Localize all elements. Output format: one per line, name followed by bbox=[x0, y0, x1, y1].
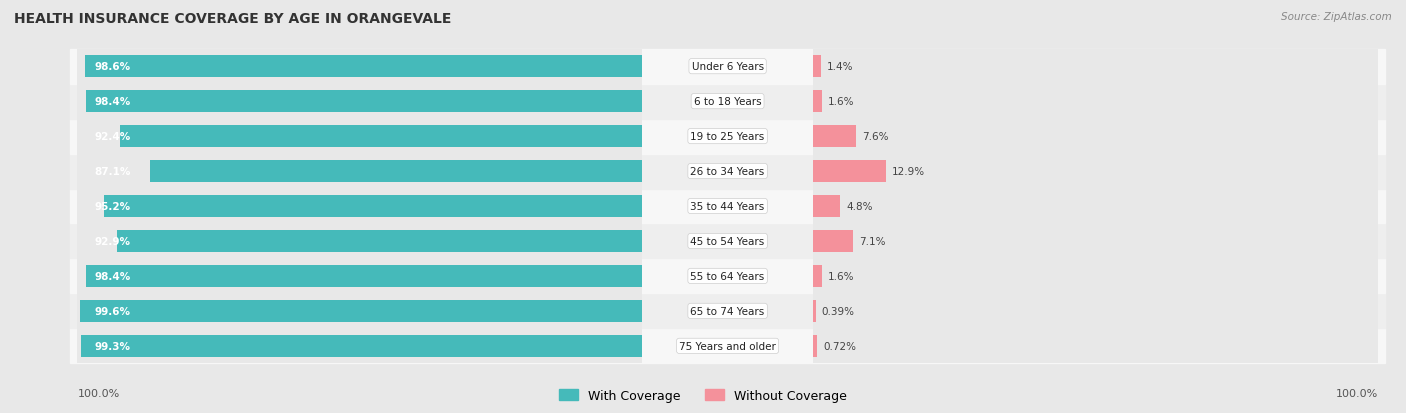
Bar bbox=[86, 266, 643, 287]
Text: 98.4%: 98.4% bbox=[94, 271, 131, 281]
Text: HEALTH INSURANCE COVERAGE BY AGE IN ORANGEVALE: HEALTH INSURANCE COVERAGE BY AGE IN ORAN… bbox=[14, 12, 451, 26]
Bar bbox=[150, 161, 643, 183]
Text: 99.6%: 99.6% bbox=[94, 306, 131, 316]
Text: 0.72%: 0.72% bbox=[823, 341, 856, 351]
Text: 87.1%: 87.1% bbox=[94, 166, 131, 177]
Text: 92.9%: 92.9% bbox=[94, 236, 131, 247]
Bar bbox=[86, 56, 643, 78]
Bar bbox=[82, 335, 643, 357]
Text: 92.4%: 92.4% bbox=[94, 132, 131, 142]
Text: 100.0%: 100.0% bbox=[77, 388, 120, 398]
Bar bbox=[813, 300, 815, 322]
Text: 1.4%: 1.4% bbox=[827, 62, 853, 72]
Text: 65 to 74 Years: 65 to 74 Years bbox=[690, 306, 765, 316]
Bar bbox=[80, 300, 643, 322]
Text: 1.6%: 1.6% bbox=[828, 271, 855, 281]
Text: 99.3%: 99.3% bbox=[94, 341, 131, 351]
Text: 75 Years and older: 75 Years and older bbox=[679, 341, 776, 351]
Bar bbox=[118, 230, 643, 252]
Text: 4.8%: 4.8% bbox=[846, 202, 873, 211]
Text: 7.6%: 7.6% bbox=[862, 132, 889, 142]
Bar bbox=[813, 56, 821, 78]
Text: 98.6%: 98.6% bbox=[94, 62, 131, 72]
Text: 98.4%: 98.4% bbox=[94, 97, 131, 107]
Text: 55 to 64 Years: 55 to 64 Years bbox=[690, 271, 765, 281]
Bar bbox=[813, 196, 841, 217]
Text: 19 to 25 Years: 19 to 25 Years bbox=[690, 132, 765, 142]
Text: 95.2%: 95.2% bbox=[94, 202, 131, 211]
Bar bbox=[813, 126, 856, 147]
Bar bbox=[813, 335, 817, 357]
Text: 100.0%: 100.0% bbox=[1336, 388, 1378, 398]
Text: 6 to 18 Years: 6 to 18 Years bbox=[693, 97, 762, 107]
Text: 26 to 34 Years: 26 to 34 Years bbox=[690, 166, 765, 177]
Bar bbox=[121, 126, 643, 147]
Legend: With Coverage, Without Coverage: With Coverage, Without Coverage bbox=[554, 384, 852, 407]
Bar bbox=[813, 266, 823, 287]
Text: 12.9%: 12.9% bbox=[891, 166, 925, 177]
Text: 7.1%: 7.1% bbox=[859, 236, 886, 247]
Text: 45 to 54 Years: 45 to 54 Years bbox=[690, 236, 765, 247]
Bar bbox=[813, 91, 823, 113]
Bar bbox=[813, 230, 853, 252]
Text: 0.39%: 0.39% bbox=[821, 306, 855, 316]
Text: Source: ZipAtlas.com: Source: ZipAtlas.com bbox=[1281, 12, 1392, 22]
Text: 35 to 44 Years: 35 to 44 Years bbox=[690, 202, 765, 211]
Text: 1.6%: 1.6% bbox=[828, 97, 855, 107]
Bar bbox=[813, 161, 886, 183]
Bar bbox=[104, 196, 643, 217]
Text: Under 6 Years: Under 6 Years bbox=[692, 62, 763, 72]
Bar bbox=[86, 91, 643, 113]
